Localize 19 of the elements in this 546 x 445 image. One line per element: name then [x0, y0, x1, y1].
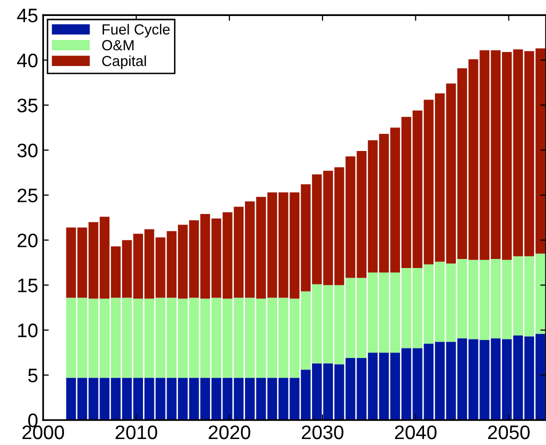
- x-tick-label: 2030: [302, 425, 344, 440]
- y-tick-label: 5: [28, 368, 38, 382]
- y-tick-label: 45: [17, 8, 38, 22]
- y-tick-label: 20: [18, 234, 38, 248]
- y-tick-label: 35: [17, 98, 38, 112]
- y-tick-label: 10: [18, 324, 38, 338]
- y-tick-label: 15: [18, 278, 38, 292]
- x-tick-label: 2020: [208, 425, 250, 440]
- x-tick-label: 2000: [22, 425, 64, 440]
- y-tick-label: 25: [18, 188, 38, 202]
- legend-label: Fuel Cycle: [102, 24, 170, 38]
- legend-label: O&M: [102, 40, 134, 50]
- y-tick-label: 30: [17, 144, 38, 158]
- x-tick-label: 2010: [116, 425, 158, 440]
- x-tick-label: 2040: [394, 425, 436, 440]
- y-tick-label: 40: [17, 54, 38, 68]
- y-tick-label: 0: [28, 414, 38, 428]
- x-tick-label: 2050: [488, 425, 530, 440]
- legend-label: Capital: [102, 55, 146, 70]
